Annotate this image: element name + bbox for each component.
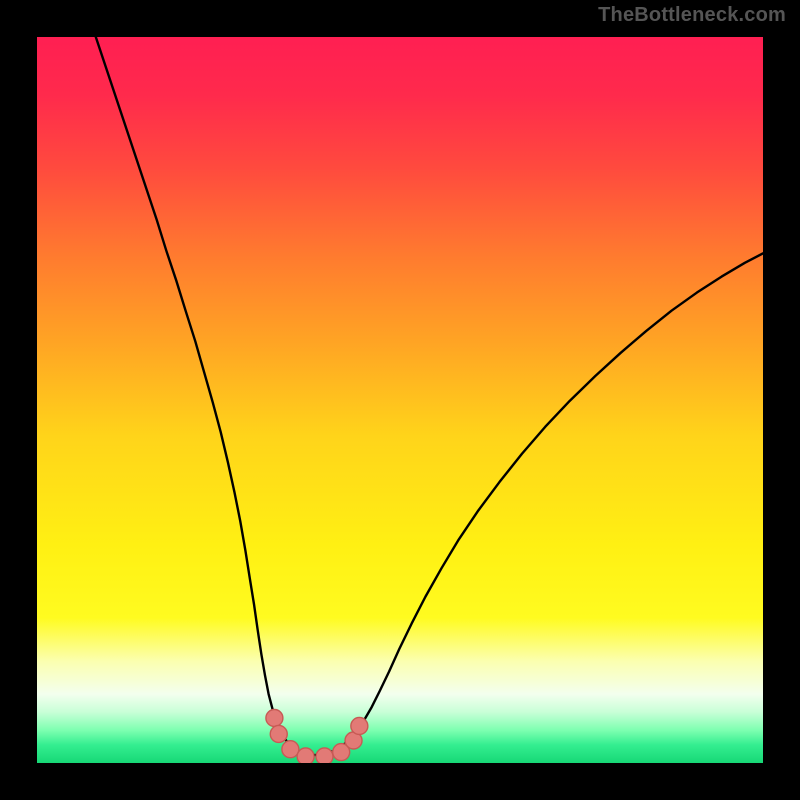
curve-marker bbox=[351, 717, 368, 734]
attribution-text: TheBottleneck.com bbox=[598, 4, 786, 27]
curve-marker bbox=[270, 725, 287, 742]
chart-stage: TheBottleneck.com bbox=[0, 0, 800, 800]
curve-marker bbox=[316, 748, 333, 763]
curve-marker bbox=[282, 741, 299, 758]
curve-marker bbox=[266, 709, 283, 726]
bottleneck-curve-chart bbox=[37, 37, 763, 763]
plot-background bbox=[37, 37, 763, 763]
curve-marker bbox=[297, 748, 314, 763]
